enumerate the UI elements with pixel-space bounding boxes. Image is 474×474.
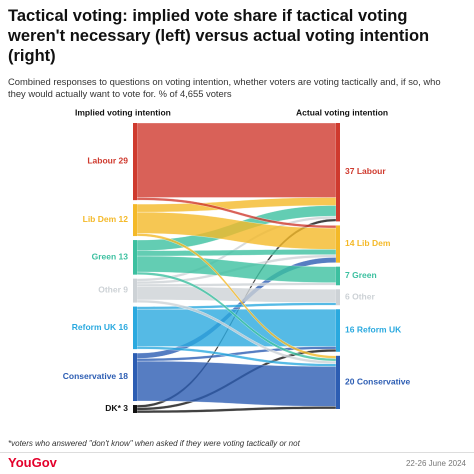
left-node bbox=[133, 353, 137, 402]
node-value: 6 bbox=[345, 292, 350, 302]
flow bbox=[136, 249, 337, 257]
node-name: Green bbox=[352, 270, 377, 280]
right-header: Actual voting intention bbox=[296, 107, 388, 117]
flow bbox=[136, 282, 337, 287]
node-value: 16 bbox=[345, 325, 355, 335]
right-node bbox=[336, 123, 340, 222]
subtitle: Combined responses to questions on votin… bbox=[8, 76, 441, 99]
right-node-label: 7 Green bbox=[345, 270, 377, 280]
node-name: Green bbox=[92, 252, 117, 262]
right-node bbox=[336, 225, 340, 263]
right-node bbox=[336, 289, 340, 306]
flow bbox=[136, 360, 337, 407]
left-node-label: DK* 3 bbox=[105, 403, 128, 413]
separator bbox=[0, 452, 474, 453]
node-name: Reform UK bbox=[72, 322, 117, 332]
node-value: 29 bbox=[119, 156, 129, 166]
left-node-label: Reform UK 16 bbox=[72, 322, 129, 332]
node-name: Other bbox=[98, 285, 121, 295]
right-node-label: 37 Labour bbox=[345, 166, 386, 176]
left-node bbox=[133, 306, 137, 350]
left-header: Implied voting intention bbox=[75, 107, 171, 117]
footnote: *voters who answered "don't know" when a… bbox=[8, 439, 300, 448]
left-node-label: Lib Dem 12 bbox=[83, 214, 129, 224]
left-node bbox=[133, 405, 137, 413]
node-name: Conservative bbox=[357, 377, 411, 387]
node-name: Labour bbox=[87, 156, 116, 166]
flow bbox=[136, 309, 337, 347]
left-node bbox=[133, 278, 137, 303]
left-node bbox=[133, 204, 137, 237]
right-node bbox=[336, 309, 340, 352]
right-node bbox=[336, 355, 340, 409]
right-node-label: 16 Reform UK bbox=[345, 325, 402, 335]
node-value: 3 bbox=[123, 403, 128, 413]
left-node-label: Conservative 18 bbox=[63, 371, 128, 381]
left-node-label: Green 13 bbox=[92, 252, 129, 262]
node-name: Other bbox=[352, 292, 375, 302]
source: YouGov bbox=[8, 455, 57, 470]
node-name: Labour bbox=[357, 166, 386, 176]
node-name: Lib Dem bbox=[83, 214, 117, 224]
node-name: Lib Dem bbox=[357, 238, 391, 248]
node-name: Conservative bbox=[63, 371, 117, 381]
left-node-label: Labour 29 bbox=[87, 156, 128, 166]
node-value: 12 bbox=[119, 214, 129, 224]
node-name: DK* bbox=[105, 403, 121, 413]
node-value: 16 bbox=[119, 322, 129, 332]
chart: Implied voting intention Actual voting i… bbox=[63, 107, 411, 413]
right-node-label: 20 Conservative bbox=[345, 377, 411, 387]
right-node-label: 14 Lib Dem bbox=[345, 238, 391, 248]
node-value: 18 bbox=[119, 371, 129, 381]
right-node bbox=[336, 266, 340, 286]
node-value: 20 bbox=[345, 377, 355, 387]
node-name: Reform UK bbox=[357, 325, 402, 335]
left-node bbox=[133, 123, 137, 201]
left-node-label: Other 9 bbox=[98, 285, 128, 295]
date: 22-26 June 2024 bbox=[405, 459, 466, 468]
left-node bbox=[133, 240, 137, 275]
right-node-label: 6 Other bbox=[345, 292, 375, 302]
node-value: 14 bbox=[345, 238, 355, 248]
node-value: 13 bbox=[119, 252, 129, 262]
node-value: 9 bbox=[123, 285, 128, 295]
node-value: 7 bbox=[345, 270, 350, 280]
node-value: 37 bbox=[345, 166, 355, 176]
title: Tactical voting: implied vote share if t… bbox=[8, 7, 430, 65]
flow bbox=[136, 122, 337, 198]
